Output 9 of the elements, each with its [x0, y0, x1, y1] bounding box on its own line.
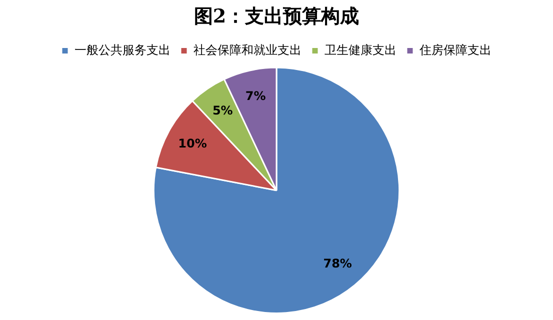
legend-label: 卫生健康支出	[324, 42, 396, 57]
chart-title: 图2：支出预算构成	[194, 5, 360, 28]
legend-label: 社会保障和就业支出	[194, 42, 302, 57]
data-label: 7%	[245, 89, 266, 104]
data-label: 78%	[323, 256, 352, 270]
legend-label: 住房保障支出	[418, 42, 492, 57]
data-label: 5%	[212, 103, 233, 118]
data-label: 10%	[178, 136, 207, 150]
legend-label: 一般公共服务支出	[74, 42, 170, 57]
